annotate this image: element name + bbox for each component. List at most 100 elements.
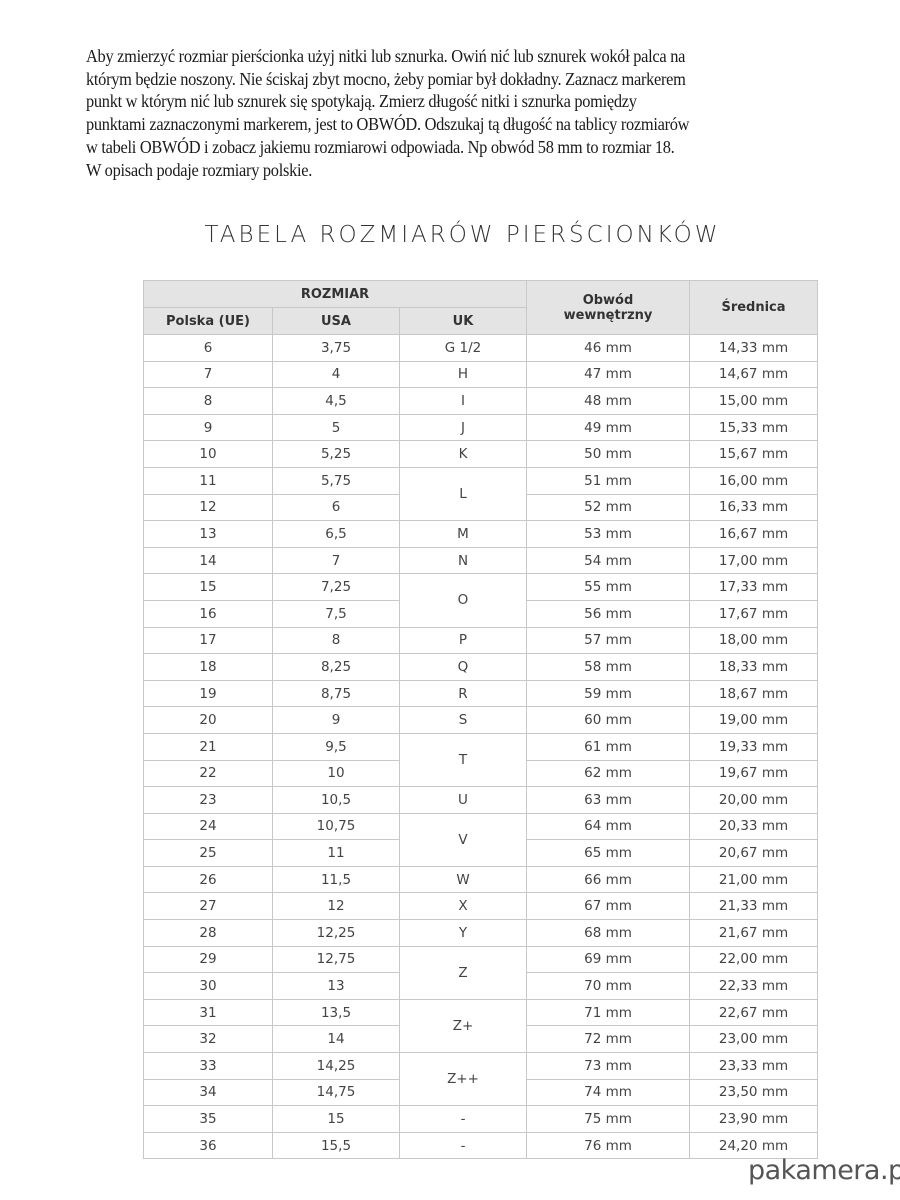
- cell-uk: L: [399, 466, 527, 522]
- cell-srednica: 15,00 mm: [689, 387, 818, 415]
- table-row: 24 10,75 V 64 mm 20,33 mm: [143, 812, 818, 867]
- cell-srednica: 17,67 mm: [689, 599, 818, 628]
- cell-polska: 15: [143, 573, 273, 601]
- cell-polska: 21: [143, 732, 273, 761]
- cell-polska: 11: [143, 466, 273, 495]
- header-polska: Polska (UE): [143, 307, 273, 335]
- cell-usa: 10,5: [272, 786, 400, 814]
- cell-polska: 27: [143, 892, 273, 921]
- header-usa: USA: [272, 307, 400, 335]
- cell-srednica: 14,33 mm: [689, 334, 818, 362]
- cell-usa: 4: [272, 360, 400, 389]
- cell-uk: -: [399, 1105, 527, 1133]
- table-row: 11 5,75 L 51 mm 16,00 mm: [143, 466, 818, 522]
- cell-srednica: 21,67 mm: [689, 919, 818, 947]
- cell-polska: 6: [143, 334, 273, 362]
- table-row: 26 11,5 W 66 mm 21,00 mm: [143, 865, 818, 894]
- table-row: 9 5 J 49 mm 15,33 mm: [143, 413, 818, 442]
- cell-srednica: 18,00 mm: [689, 626, 818, 655]
- cell-srednica: 16,00 mm: [689, 466, 818, 495]
- cell-obwod: 60 mm: [526, 706, 690, 734]
- cell-srednica: 18,33 mm: [689, 653, 818, 681]
- cell-polska: 36: [143, 1131, 273, 1160]
- cell-usa: 8,25: [272, 653, 400, 681]
- cell-srednica: 20,33 mm: [689, 812, 818, 841]
- cell-obwod: 54 mm: [526, 546, 690, 575]
- cell-obwod: 71 mm: [526, 998, 690, 1027]
- header-rozmiar: ROZMIAR: [143, 280, 527, 308]
- header-srednica: Średnica: [689, 280, 818, 335]
- cell-obwod: 62 mm: [526, 759, 690, 788]
- cell-uk: W: [399, 865, 527, 894]
- cell-polska: 13: [143, 520, 273, 548]
- cell-uk: T: [399, 732, 527, 788]
- cell-srednica: 15,67 mm: [689, 440, 818, 468]
- cell-polska: 8: [143, 387, 273, 415]
- cell-srednica: 18,67 mm: [689, 679, 818, 708]
- cell-usa: 4,5: [272, 387, 400, 415]
- cell-uk: X: [399, 892, 527, 921]
- cell-obwod: 57 mm: [526, 626, 690, 655]
- table-row: 27 12 X 67 mm 21,33 mm: [143, 892, 818, 921]
- cell-uk: -: [399, 1131, 527, 1160]
- cell-srednica: 19,67 mm: [689, 759, 818, 788]
- cell-srednica: 23,90 mm: [689, 1105, 818, 1133]
- cell-obwod: 76 mm: [526, 1131, 690, 1160]
- cell-uk: H: [399, 360, 527, 389]
- table-row: 21 9,5 T 61 mm 19,33 mm: [143, 732, 818, 788]
- cell-obwod: 53 mm: [526, 520, 690, 548]
- cell-obwod: 74 mm: [526, 1078, 690, 1107]
- cell-polska: 14: [143, 546, 273, 575]
- cell-obwod: 59 mm: [526, 679, 690, 708]
- instructions-text: Aby zmierzyć rozmiar pierścionka użyj ni…: [86, 45, 821, 181]
- ring-size-table: ROZMIAR Obwód wewnętrzny Średnica Polska…: [143, 280, 818, 1160]
- cell-obwod: 75 mm: [526, 1105, 690, 1133]
- cell-polska: 18: [143, 653, 273, 681]
- cell-uk: R: [399, 679, 527, 708]
- cell-srednica: 20,67 mm: [689, 839, 818, 867]
- table-row: 14 7 N 54 mm 17,00 mm: [143, 546, 818, 575]
- cell-uk: P: [399, 626, 527, 655]
- cell-obwod: 64 mm: [526, 812, 690, 841]
- table-row: 13 6,5 M 53 mm 16,67 mm: [143, 520, 818, 548]
- cell-srednica: 17,00 mm: [689, 546, 818, 575]
- cell-usa: 15: [272, 1105, 400, 1133]
- cell-uk: Y: [399, 919, 527, 947]
- table-row: 20 9 S 60 mm 19,00 mm: [143, 706, 818, 734]
- cell-srednica: 22,67 mm: [689, 998, 818, 1027]
- cell-srednica: 21,00 mm: [689, 865, 818, 894]
- cell-usa: 12,75: [272, 945, 400, 974]
- table-row: 33 14,25 Z++ 73 mm 23,33 mm: [143, 1052, 818, 1107]
- intro-line: w tabeli OBWÓD i zobacz jakiemu rozmiaro…: [86, 136, 675, 157]
- cell-usa: 15,5: [272, 1131, 400, 1160]
- cell-usa: 6: [272, 493, 400, 522]
- cell-obwod: 56 mm: [526, 599, 690, 628]
- cell-obwod: 63 mm: [526, 786, 690, 814]
- table-row: 17 8 P 57 mm 18,00 mm: [143, 626, 818, 655]
- cell-polska: 26: [143, 865, 273, 894]
- cell-polska: 19: [143, 679, 273, 708]
- table-row: 22 10 62 mm 19,67 mm: [143, 759, 818, 788]
- intro-line: punkt w którym nić lub sznurek się spoty…: [86, 91, 637, 112]
- cell-usa: 6,5: [272, 520, 400, 548]
- cell-obwod: 73 mm: [526, 1052, 690, 1080]
- intro-line: którym będzie noszony. Nie ściskaj zbyt …: [86, 68, 686, 89]
- table-row: 31 13,5 Z+ 71 mm 22,67 mm: [143, 998, 818, 1054]
- cell-usa: 14: [272, 1025, 400, 1054]
- cell-obwod: 46 mm: [526, 334, 690, 362]
- cell-srednica: 19,00 mm: [689, 706, 818, 734]
- cell-srednica: 22,33 mm: [689, 972, 818, 1000]
- cell-uk: N: [399, 546, 527, 575]
- cell-srednica: 15,33 mm: [689, 413, 818, 442]
- cell-usa: 8: [272, 626, 400, 655]
- table-row: 35 15-75 mm 23,90 mm: [143, 1105, 818, 1133]
- cell-srednica: 23,33 mm: [689, 1052, 818, 1080]
- cell-polska: 10: [143, 440, 273, 468]
- cell-srednica: 23,50 mm: [689, 1078, 818, 1107]
- cell-uk: Z: [399, 945, 527, 1000]
- cell-polska: 17: [143, 626, 273, 655]
- cell-obwod: 69 mm: [526, 945, 690, 974]
- cell-polska: 9: [143, 413, 273, 442]
- cell-srednica: 24,20 mm: [689, 1131, 818, 1160]
- cell-usa: 14,25: [272, 1052, 400, 1080]
